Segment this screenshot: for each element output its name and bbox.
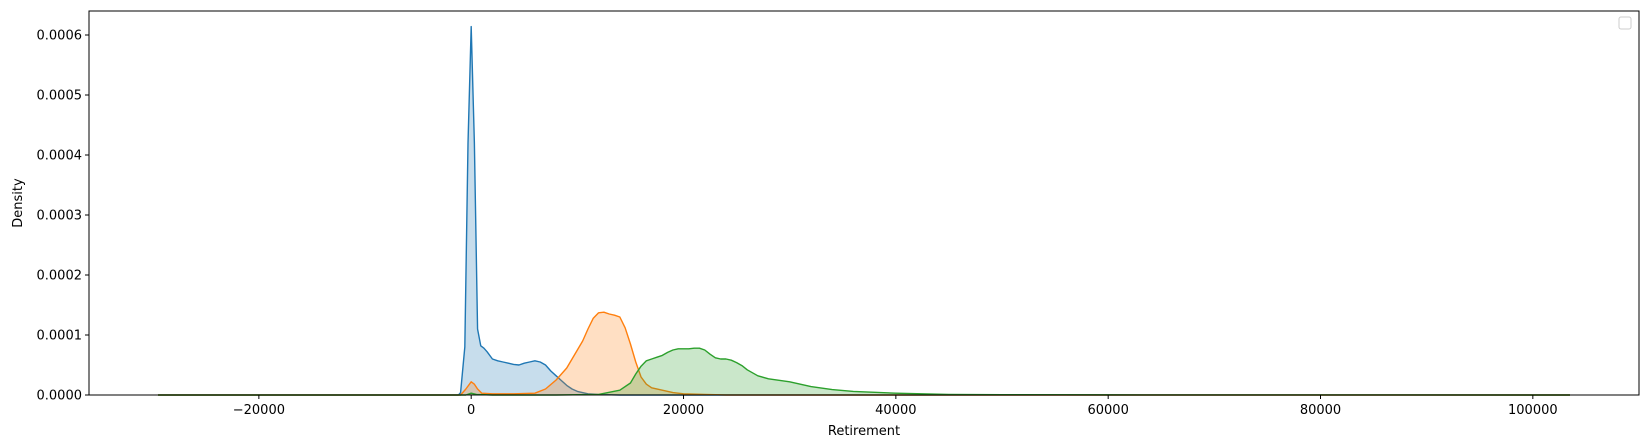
y-tick-label: 0.0001 <box>37 329 83 344</box>
y-tick-label: 0.0004 <box>37 149 83 164</box>
density-line-series-3 <box>158 347 1570 396</box>
density-line-series-1 <box>158 25 1570 396</box>
y-tick-label: 0.0005 <box>37 89 83 104</box>
x-tick-label: 0 <box>467 403 475 418</box>
y-tick-label: 0.0000 <box>37 389 83 404</box>
x-tick-label: 100000 <box>1508 403 1558 418</box>
y-tick-label: 0.0003 <box>37 209 83 224</box>
x-tick-label: 60000 <box>1087 403 1128 418</box>
y-tick-label: 0.0006 <box>37 29 83 44</box>
x-tick-label: 40000 <box>875 403 916 418</box>
x-axis-label: Retirement <box>828 424 900 439</box>
plot-area <box>158 25 1570 396</box>
x-axis: −20000 0 20000 40000 60000 80000 100000 <box>233 395 1558 418</box>
axes-frame <box>88 10 1640 396</box>
x-tick-label: 80000 <box>1300 403 1341 418</box>
y-axis: 0.0000 0.0001 0.0002 0.0003 0.0004 0.0005 0.00… <box>37 29 89 404</box>
x-tick-label: −20000 <box>233 403 285 418</box>
x-tick-label: 20000 <box>663 403 704 418</box>
y-axis-label: Density <box>11 178 26 228</box>
y-tick-label: 0.0002 <box>37 269 83 284</box>
density-line-series-2 <box>158 311 1570 396</box>
legend-box <box>1618 16 1632 30</box>
